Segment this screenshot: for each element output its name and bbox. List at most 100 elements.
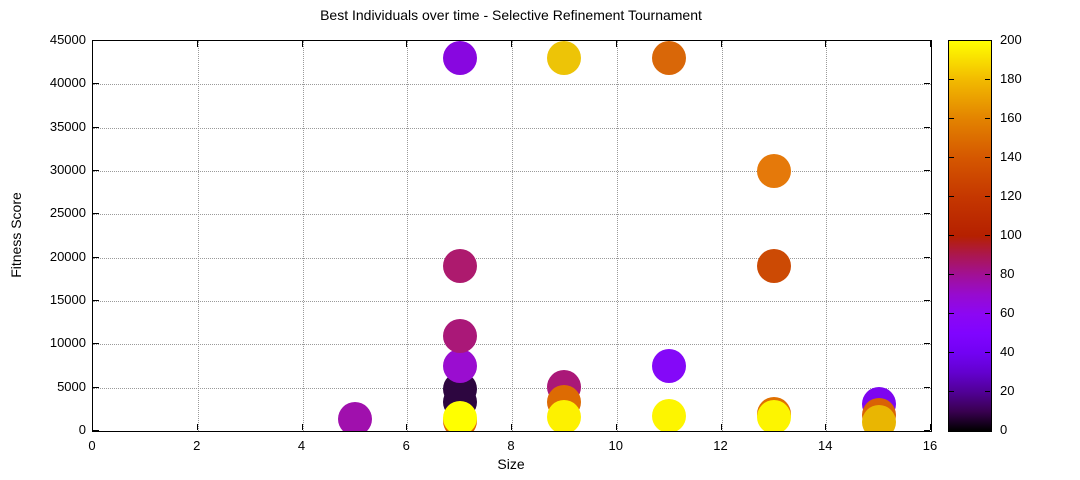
vertical-gridline bbox=[407, 41, 409, 431]
x-tick-mark bbox=[301, 424, 303, 430]
y-tick-label: 20000 bbox=[49, 248, 86, 264]
colorbar bbox=[948, 40, 992, 432]
x-tick-mark bbox=[511, 41, 512, 47]
colorbar-tick-mark bbox=[949, 235, 954, 236]
y-tick-mark bbox=[93, 343, 99, 345]
data-point bbox=[442, 41, 477, 76]
colorbar-tick-mark bbox=[985, 79, 990, 80]
colorbar-tick-mark bbox=[949, 118, 954, 119]
colorbar-tick-label: 180 bbox=[1000, 71, 1022, 86]
x-tick-mark bbox=[720, 41, 722, 47]
y-tick-mark bbox=[93, 40, 99, 41]
y-tick-label: 45000 bbox=[49, 32, 86, 47]
data-point bbox=[442, 318, 477, 353]
horizontal-gridline bbox=[93, 127, 931, 129]
x-tick-label: 16 bbox=[922, 438, 938, 453]
vertical-gridline bbox=[616, 41, 618, 431]
y-tick-mark bbox=[924, 300, 930, 301]
x-tick-mark bbox=[930, 41, 931, 47]
colorbar-tick-mark bbox=[949, 352, 954, 353]
vertical-gridline bbox=[721, 41, 723, 431]
x-tick-label: 2 bbox=[193, 438, 201, 453]
vertical-gridline bbox=[512, 41, 513, 431]
vertical-gridline bbox=[302, 41, 304, 431]
horizontal-gridline bbox=[93, 257, 931, 259]
y-tick-mark bbox=[924, 40, 930, 41]
y-tick-label: 10000 bbox=[49, 335, 86, 351]
data-point bbox=[652, 399, 687, 431]
x-tick-label: 8 bbox=[507, 438, 515, 453]
colorbar-tick-label: 60 bbox=[1000, 305, 1015, 320]
data-point bbox=[861, 405, 896, 431]
y-tick-label: 30000 bbox=[49, 162, 86, 177]
x-tick-mark bbox=[92, 41, 93, 47]
colorbar-tick-label: 20 bbox=[1000, 383, 1015, 398]
colorbar-tick-mark bbox=[985, 274, 990, 275]
colorbar-tick-label: 200 bbox=[1000, 32, 1022, 47]
horizontal-gridline bbox=[93, 214, 931, 216]
y-tick-mark bbox=[93, 300, 99, 301]
data-point bbox=[337, 401, 372, 431]
colorbar-tick-mark bbox=[985, 157, 990, 158]
colorbar-tick-mark bbox=[949, 157, 954, 158]
x-tick-mark bbox=[615, 41, 617, 47]
x-tick-label: 0 bbox=[88, 438, 96, 453]
y-tick-label: 5000 bbox=[57, 378, 86, 394]
x-tick-label: 12 bbox=[713, 438, 728, 453]
x-axis-label: Size bbox=[497, 456, 525, 472]
data-point bbox=[756, 400, 791, 431]
x-tick-label: 6 bbox=[402, 438, 410, 453]
colorbar-tick-mark bbox=[949, 79, 954, 80]
y-tick-mark bbox=[924, 430, 930, 431]
y-tick-mark bbox=[93, 170, 99, 171]
x-tick-mark bbox=[615, 424, 617, 430]
y-tick-mark bbox=[924, 386, 930, 388]
y-tick-mark bbox=[924, 343, 930, 345]
x-tick-mark bbox=[301, 41, 303, 47]
y-tick-mark bbox=[93, 386, 99, 388]
colorbar-tick-label: 100 bbox=[1000, 227, 1022, 242]
colorbar-tick-mark bbox=[985, 196, 990, 197]
x-tick-mark bbox=[406, 41, 408, 47]
data-point bbox=[756, 249, 791, 284]
horizontal-gridline bbox=[93, 301, 931, 302]
colorbar-tick-label: 160 bbox=[1000, 110, 1022, 125]
colorbar-tick-label: 40 bbox=[1000, 344, 1015, 359]
colorbar-tick-label: 120 bbox=[1000, 188, 1022, 203]
x-tick-mark bbox=[825, 424, 827, 430]
horizontal-gridline bbox=[93, 344, 931, 346]
data-point bbox=[756, 154, 791, 188]
x-tick-mark bbox=[825, 41, 827, 47]
y-tick-mark bbox=[924, 83, 930, 85]
colorbar-tick-mark bbox=[949, 391, 954, 392]
horizontal-gridline bbox=[93, 171, 931, 172]
x-tick-mark bbox=[930, 424, 931, 430]
colorbar-tick-mark bbox=[985, 118, 990, 119]
colorbar-tick-label: 0 bbox=[1000, 422, 1008, 437]
horizontal-gridline bbox=[93, 84, 931, 86]
colorbar-tick-mark bbox=[985, 391, 990, 392]
colorbar-tick-mark bbox=[985, 313, 990, 314]
y-tick-label: 40000 bbox=[49, 75, 86, 91]
x-tick-mark bbox=[511, 424, 512, 430]
colorbar-tick-mark bbox=[949, 313, 954, 314]
x-tick-label: 4 bbox=[297, 438, 306, 453]
data-point bbox=[547, 41, 582, 76]
colorbar-tick-mark bbox=[985, 235, 990, 236]
vertical-gridline bbox=[197, 41, 199, 431]
x-tick-mark bbox=[196, 41, 198, 47]
data-point bbox=[547, 400, 582, 431]
y-tick-mark bbox=[924, 126, 930, 128]
x-tick-mark bbox=[92, 424, 93, 430]
y-tick-mark bbox=[924, 170, 930, 171]
plot-area bbox=[92, 40, 932, 432]
y-tick-mark bbox=[924, 213, 930, 215]
y-tick-mark bbox=[93, 83, 99, 85]
data-point bbox=[652, 349, 687, 383]
y-tick-label: 25000 bbox=[49, 205, 86, 221]
colorbar-tick-mark bbox=[985, 352, 990, 353]
data-point bbox=[442, 249, 477, 284]
y-tick-mark bbox=[924, 256, 930, 258]
y-tick-label: 35000 bbox=[49, 118, 86, 134]
chart-title: Best Individuals over time - Selective R… bbox=[320, 7, 702, 23]
